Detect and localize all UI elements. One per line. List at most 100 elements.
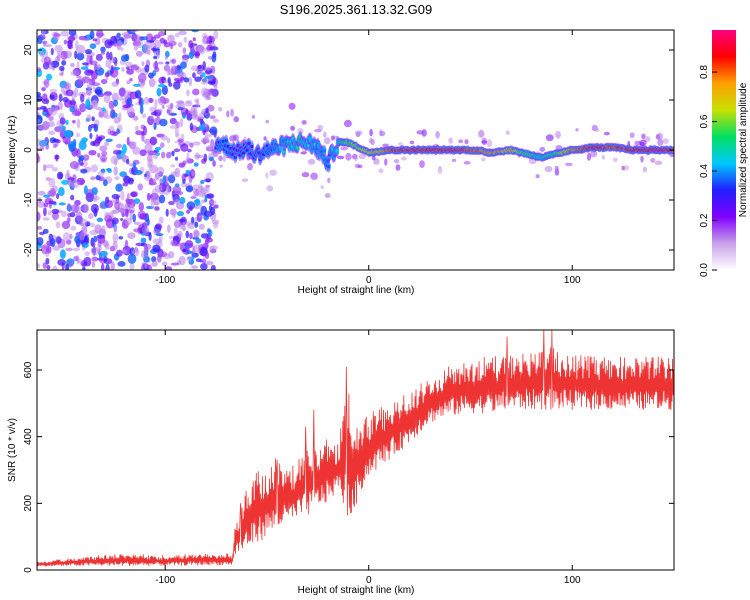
noise-blob <box>662 138 670 144</box>
noise-blob <box>47 121 56 128</box>
noise-blob <box>192 141 201 146</box>
colorbar-tick-label: 0.8 <box>699 65 710 79</box>
noise-blob <box>170 43 173 50</box>
noise-blob <box>121 153 127 162</box>
noise-blob <box>48 116 55 121</box>
noise-blob <box>110 65 114 75</box>
noise-blob <box>207 228 211 234</box>
noise-blob <box>133 228 142 233</box>
colorbar-ticks: 0.0 0.2 0.4 0.6 0.8 <box>699 65 717 277</box>
noise-blob <box>157 84 166 88</box>
noise-blob <box>230 108 234 117</box>
noise-blob <box>42 40 48 45</box>
noise-blob <box>72 120 76 124</box>
noise-blob <box>126 159 130 165</box>
noise-blob <box>49 187 56 198</box>
noise-blob <box>140 213 147 220</box>
noise-blob <box>97 240 103 248</box>
noise-blob <box>144 64 150 73</box>
y-tick-label: 600 <box>23 361 34 378</box>
noise-blob <box>148 78 156 88</box>
noise-blob <box>151 256 157 263</box>
noise-blob <box>60 85 65 94</box>
noise-blob <box>111 217 119 225</box>
noise-blob <box>135 130 143 136</box>
noise-blob <box>91 82 101 87</box>
noise-blob <box>165 208 169 217</box>
noise-blob <box>107 168 112 173</box>
noise-blob <box>121 67 125 72</box>
noise-blob <box>129 77 133 82</box>
noise-blob <box>448 137 453 144</box>
noise-blob <box>157 61 164 65</box>
noise-blob <box>37 36 43 45</box>
noise-blob <box>201 199 206 203</box>
snr-frame <box>36 329 675 571</box>
noise-blob <box>233 116 239 123</box>
noise-blob <box>143 138 152 145</box>
noise-blob <box>219 164 223 168</box>
noise-blob <box>218 155 223 162</box>
noise-blob <box>90 141 96 146</box>
snr-ticks: -100 0 100 0 200 400 600 <box>23 330 674 586</box>
noise-blob <box>132 115 139 121</box>
noise-blob <box>80 93 85 103</box>
noise-blob <box>57 259 66 266</box>
noise-blob <box>146 149 154 156</box>
noise-blob <box>37 119 41 123</box>
colorbar-gradient <box>712 30 736 270</box>
noise-blob <box>163 41 171 48</box>
noise-blob <box>191 265 198 269</box>
noise-blob <box>59 72 64 76</box>
noise-blob <box>50 47 54 56</box>
noise-blob <box>108 100 115 110</box>
trace-core <box>335 149 339 153</box>
noise-blob <box>139 149 147 157</box>
y-tick-label: -10 <box>23 192 34 207</box>
noise-blob <box>656 132 664 140</box>
noise-blob <box>189 142 194 148</box>
noise-blob <box>144 261 148 269</box>
noise-blob <box>141 132 145 142</box>
noise-blob <box>82 266 86 270</box>
noise-blob <box>207 104 215 112</box>
noise-blob <box>91 261 96 268</box>
noise-blob <box>131 63 139 69</box>
noise-blob <box>67 212 72 218</box>
noise-blob <box>59 65 65 72</box>
noise-blob <box>477 130 485 139</box>
noise-blob <box>354 130 363 136</box>
noise-blob <box>102 107 106 112</box>
noise-blob <box>55 154 59 162</box>
noise-blob <box>97 152 101 158</box>
noise-blob <box>64 83 70 90</box>
noise-blob <box>177 42 183 48</box>
noise-blob <box>182 222 186 231</box>
noise-blob <box>133 34 141 45</box>
noise-blob <box>197 65 203 69</box>
noise-blob <box>94 224 102 234</box>
noise-blob <box>109 130 117 136</box>
noise-blob <box>37 263 41 269</box>
noise-blob <box>165 151 172 159</box>
noise-blob <box>589 150 598 158</box>
noise-blob <box>126 68 134 75</box>
noise-blob <box>170 66 174 76</box>
noise-blob <box>307 158 316 165</box>
noise-blob <box>176 121 180 129</box>
noise-blob <box>42 262 47 269</box>
noise-blob <box>204 251 210 259</box>
noise-blob <box>89 43 97 49</box>
noise-blob <box>194 198 201 206</box>
noise-blob <box>40 245 49 249</box>
noise-blob <box>114 176 120 181</box>
noise-blob <box>74 40 79 51</box>
noise-blob <box>200 179 205 185</box>
noise-blob <box>104 200 114 209</box>
noise-blob <box>127 232 136 239</box>
noise-blob <box>70 62 75 68</box>
noise-blob <box>188 51 194 59</box>
noise-blob <box>554 165 559 171</box>
noise-blob <box>127 253 137 264</box>
noise-blob <box>194 98 199 104</box>
